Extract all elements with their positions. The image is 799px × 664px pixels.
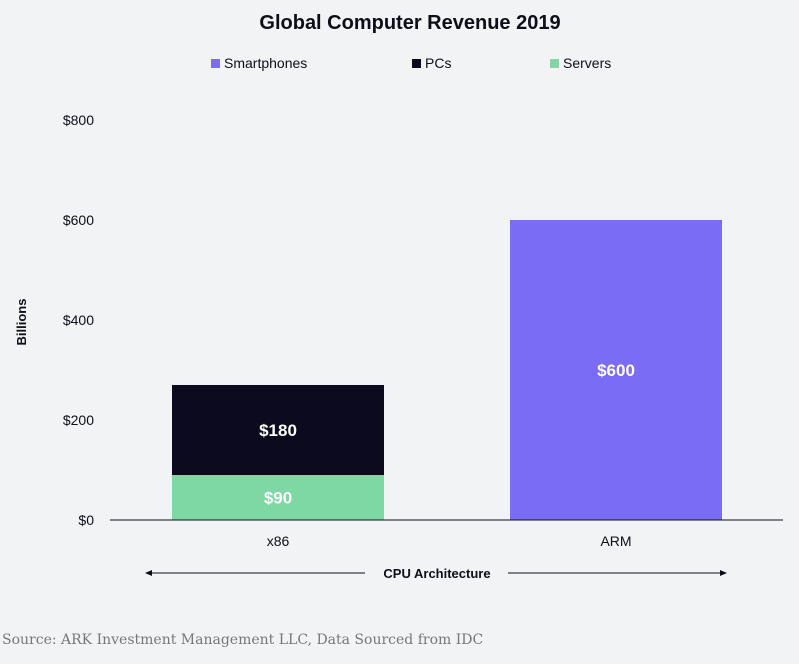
x-tick-label: ARM	[600, 533, 631, 549]
data-label: $600	[597, 361, 635, 380]
data-label: $180	[259, 421, 297, 440]
source-note: Source: ARK Investment Management LLC, D…	[2, 632, 484, 648]
cpu-architecture-arrow: CPU Architecture	[145, 566, 727, 581]
y-tick-label: $400	[63, 312, 94, 328]
legend-item-label: Servers	[563, 55, 611, 71]
data-label: $90	[264, 489, 292, 508]
x-axis-label: CPU Architecture	[383, 566, 490, 581]
chart-title: Global Computer Revenue 2019	[259, 12, 560, 34]
y-tick-label: $600	[63, 212, 94, 228]
legend-swatch	[412, 59, 421, 68]
chart-svg: Global Computer Revenue 2019 Smartphones…	[14, 12, 783, 581]
legend-swatch	[550, 59, 559, 68]
bar-servers-x86	[172, 475, 384, 520]
y-axis-ticks: $0 $200 $400 $600 $800	[63, 112, 94, 528]
legend-item-label: Smartphones	[224, 55, 307, 71]
bar-pcs-x86	[172, 385, 384, 475]
y-axis-label: Billions	[14, 299, 29, 346]
y-tick-label: $0	[78, 512, 94, 528]
x-axis-ticks: x86 ARM	[267, 533, 632, 549]
chart-legend: Smartphones PCs Servers	[211, 55, 611, 71]
legend-swatch	[211, 59, 220, 68]
bar-smartphones-arm	[510, 220, 722, 520]
x-tick-label: x86	[267, 533, 290, 549]
arrow-right-icon	[720, 570, 727, 576]
y-tick-label: $800	[63, 112, 94, 128]
bars: $90 $180 $600	[172, 220, 722, 520]
y-tick-label: $200	[63, 412, 94, 428]
legend-item-label: PCs	[425, 55, 451, 71]
arrow-left-icon	[145, 570, 152, 576]
